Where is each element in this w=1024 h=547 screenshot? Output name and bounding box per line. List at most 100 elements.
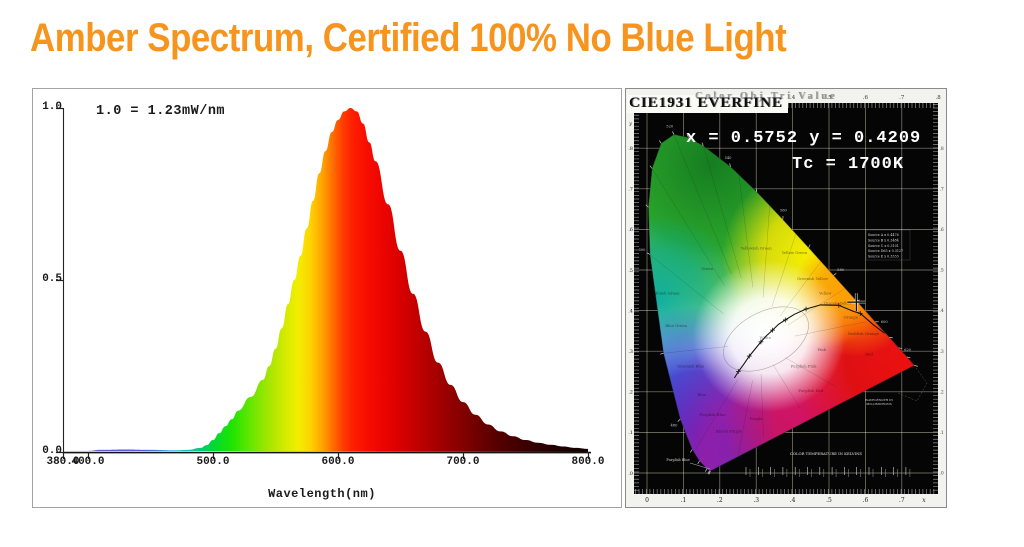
cie-title: Color Obj Tri Value CIE1931 EVERFINE: [627, 91, 834, 113]
svg-text:.7: .7: [940, 186, 944, 192]
measured-point-marker: [847, 293, 866, 312]
svg-text:.3: .3: [940, 349, 944, 355]
cie-xy-readout: x = 0.5752 y = 0.4209: [686, 129, 922, 148]
cie-region-boundaries: [649, 134, 866, 456]
page-title: Amber Spectrum, Certified 100% No Blue L…: [30, 16, 787, 60]
svg-text:.4: .4: [790, 95, 796, 101]
svg-text:520: 520: [666, 125, 674, 129]
svg-text:White: White: [760, 335, 772, 340]
svg-text:.6: .6: [863, 95, 869, 101]
cie-edge-ruler: [634, 103, 938, 494]
svg-text:.8: .8: [940, 146, 944, 152]
svg-text:Blue Green: Blue Green: [665, 323, 687, 328]
svg-text:Purplish Blue: Purplish Blue: [666, 458, 689, 462]
svg-text:Pink: Pink: [817, 347, 826, 352]
svg-text:.2: .2: [940, 389, 944, 395]
svg-text:500: 500: [639, 248, 647, 252]
spectrum-area: [63, 108, 588, 452]
svg-text:Reddish Orange: Reddish Orange: [848, 331, 880, 336]
cie-tc-readout: Tc = 1700K: [792, 155, 905, 174]
svg-text:.2: .2: [717, 497, 723, 504]
svg-text:480: 480: [671, 424, 679, 428]
x-tick-label-800: 800.0: [571, 456, 605, 468]
kelvin-scale: COLOR TEMPERATURE IN KELVINS: [745, 451, 911, 477]
x-tick-label-700: 700.0: [446, 456, 480, 468]
svg-text:.5: .5: [940, 268, 944, 274]
svg-text:.6: .6: [863, 497, 869, 504]
y-tick-label-0.0: 0.0: [42, 445, 62, 457]
svg-text:Source B x 0.3484: Source B x 0.3484: [868, 238, 899, 242]
svg-text:.8: .8: [628, 146, 633, 152]
svg-text:600: 600: [881, 320, 889, 324]
svg-text:WAVELENGTH IN: WAVELENGTH IN: [865, 398, 893, 402]
svg-text:Greenish Blue: Greenish Blue: [677, 363, 705, 368]
svg-text:.7: .7: [628, 187, 633, 193]
svg-text:Yellow Green: Yellow Green: [781, 250, 808, 255]
x-tick-label-400: 400.0: [71, 456, 105, 468]
svg-text:.8: .8: [936, 95, 942, 101]
svg-text:Orange: Orange: [844, 315, 859, 320]
svg-text:.7: .7: [899, 95, 905, 101]
chart-panels: 1.0 = 1.23mW/nm 1.0 0.5 0.0 380.0 400.0 …: [32, 88, 947, 508]
svg-text:Source C x 0.3101: Source C x 0.3101: [868, 244, 899, 248]
svg-text:y: y: [628, 121, 632, 127]
svg-text:.6: .6: [940, 227, 944, 233]
cie-diagram: Green Yellowish Green Yellow Green Greenish…: [625, 88, 947, 508]
svg-text:.0: .0: [940, 471, 944, 477]
svg-text:560: 560: [780, 208, 788, 212]
svg-text:.2: .2: [628, 390, 633, 396]
svg-text:Source A x 0.4476: Source A x 0.4476: [868, 233, 899, 237]
svg-text:.7: .7: [899, 497, 905, 504]
svg-text:Purplish Red: Purplish Red: [798, 388, 823, 393]
svg-text:540: 540: [725, 156, 733, 160]
svg-text:0: 0: [645, 497, 649, 504]
svg-text:.5: .5: [826, 95, 832, 101]
x-tick-label-600: 600.0: [321, 456, 355, 468]
svg-text:Purplish Blue: Purplish Blue: [700, 412, 727, 417]
svg-text:.1: .1: [940, 430, 944, 436]
svg-text:x: x: [922, 497, 926, 504]
svg-text:.3: .3: [753, 497, 759, 504]
svg-text:Greenish Yellow: Greenish Yellow: [797, 276, 829, 281]
svg-text:Purple: Purple: [750, 416, 763, 421]
cie-plot: Green Yellowish Green Yellow Green Greenish…: [628, 95, 944, 504]
svg-text:Blue: Blue: [697, 392, 706, 397]
spectral-locus-outline: [647, 134, 916, 472]
svg-text:Yellow: Yellow: [818, 290, 832, 295]
x-axis-title: Wavelength(nm): [268, 487, 376, 501]
svg-text:.4: .4: [790, 497, 796, 504]
svg-text:Source D65 x 0.3127: Source D65 x 0.3127: [868, 249, 903, 253]
svg-text:Bluish Purple: Bluish Purple: [716, 428, 743, 433]
planckian-cct-ticks: [735, 302, 863, 374]
svg-text:.5: .5: [826, 497, 832, 504]
svg-text:.6: .6: [628, 227, 633, 233]
svg-text:.0: .0: [628, 471, 633, 477]
svg-text:Source E x 0.3333: Source E x 0.3333: [868, 255, 899, 259]
svg-text:Purplish Pink: Purplish Pink: [791, 363, 817, 368]
y-tick-label-0.5: 0.5: [42, 273, 62, 285]
spectrum-plot: [56, 107, 591, 459]
x-tick-label-500: 500.0: [196, 456, 230, 468]
x-tick-label-380: 380.0: [46, 456, 80, 468]
svg-text:.4: .4: [940, 308, 944, 314]
svg-text:Bluish Green: Bluish Green: [654, 290, 680, 295]
svg-text:.5: .5: [628, 268, 633, 274]
svg-text:.3: .3: [628, 349, 633, 355]
wavelength-ticks: 480 500 520 540 560 580 600 620: [639, 125, 918, 475]
svg-text:580: 580: [837, 268, 845, 272]
spectrum-scale-annotation: 1.0 = 1.23mW/nm: [96, 104, 226, 119]
svg-text:Red: Red: [865, 351, 873, 356]
svg-text:.1: .1: [628, 430, 633, 436]
svg-text:620: 620: [904, 348, 912, 352]
svg-text:.1: .1: [681, 497, 687, 504]
cie-ghost-text: Color Obj Tri Value: [695, 91, 838, 102]
svg-text:.4: .4: [628, 308, 633, 314]
svg-text:Green: Green: [701, 266, 713, 271]
svg-text:Yellowish Green: Yellowish Green: [740, 246, 773, 251]
svg-text:COLOR TEMPERATURE IN KELVINS: COLOR TEMPERATURE IN KELVINS: [790, 451, 862, 456]
y-tick-label-1.0: 1.0: [42, 101, 62, 113]
cie-title-text: CIE1931 EVERFINE: [629, 95, 783, 111]
